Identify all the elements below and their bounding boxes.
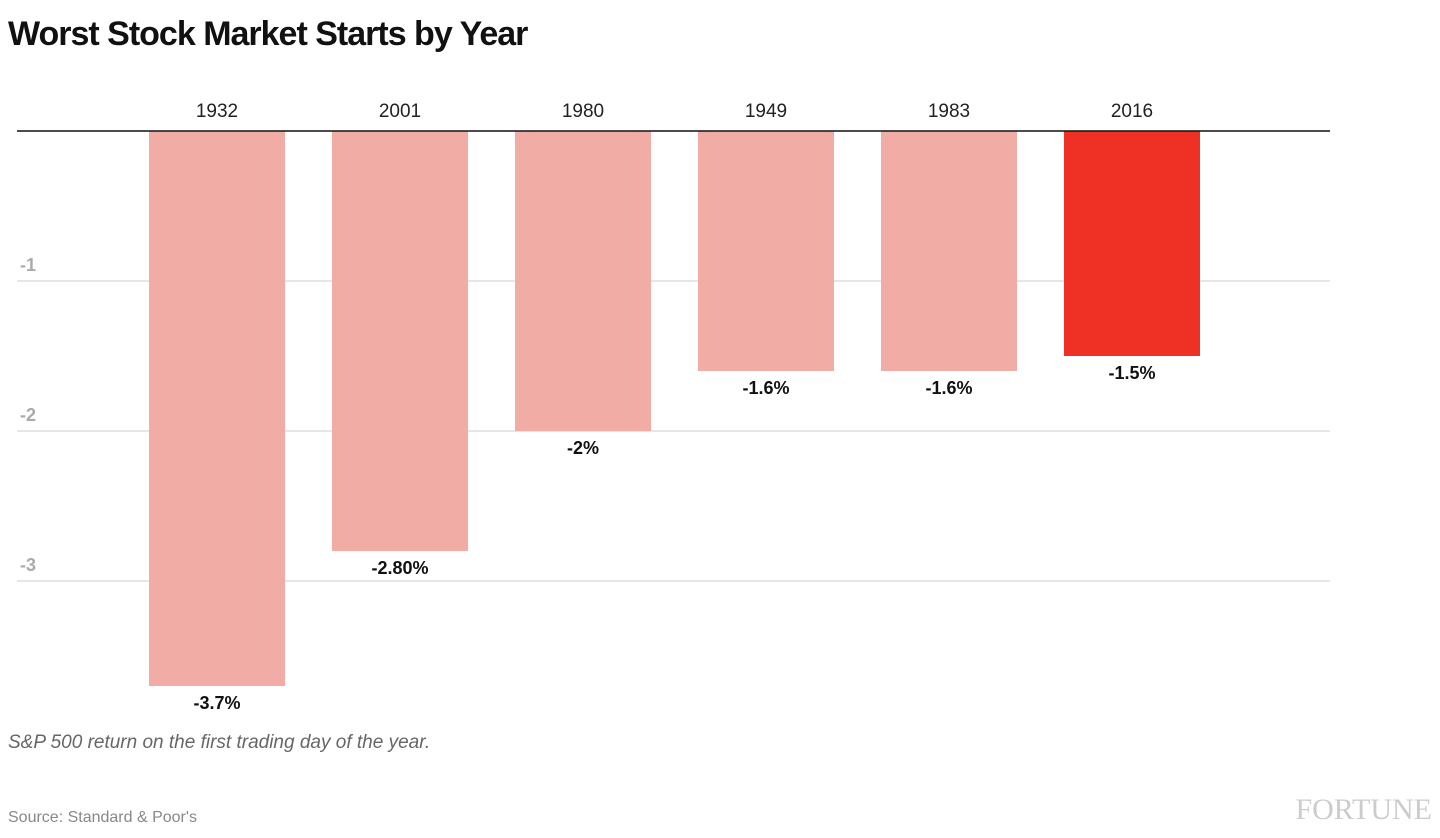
value-label: -2.80%	[371, 558, 428, 578]
value-label: -1.6%	[742, 378, 789, 398]
value-label: -1.6%	[925, 378, 972, 398]
bar	[332, 131, 468, 551]
logo: FORTUNE	[1295, 793, 1432, 826]
bar	[881, 131, 1017, 371]
y-tick-label: -2	[20, 405, 36, 425]
bar	[149, 131, 285, 686]
y-tick-label: -3	[20, 555, 36, 575]
bar	[515, 131, 651, 431]
x-tick-label: 1983	[928, 101, 970, 122]
x-tick-label: 1932	[196, 101, 238, 122]
x-tick-label: 2016	[1111, 101, 1153, 122]
x-tick-label: 2001	[379, 101, 421, 122]
bar	[698, 131, 834, 371]
bar	[1064, 131, 1200, 356]
value-label: -1.5%	[1108, 363, 1155, 383]
value-label: -3.7%	[193, 693, 240, 713]
chart-title: Worst Stock Market Starts by Year	[8, 15, 528, 53]
y-tick-label: -1	[20, 255, 36, 275]
value-label: -2%	[567, 438, 599, 458]
x-tick-label: 1949	[745, 101, 787, 122]
chart-source: Source: Standard & Poor's	[8, 809, 197, 826]
x-tick-label: 1980	[562, 101, 604, 122]
chart-note: S&P 500 return on the first trading day …	[8, 732, 430, 753]
